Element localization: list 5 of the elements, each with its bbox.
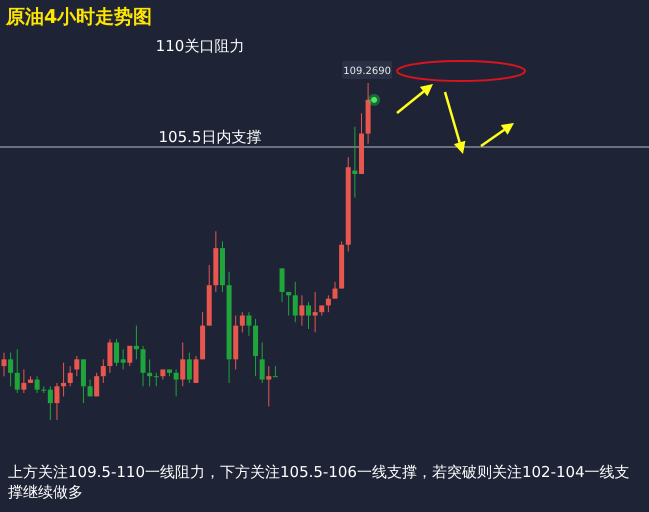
chart-title: 原油4小时走势图: [6, 5, 152, 30]
text: 110关口阻力: [156, 37, 244, 55]
price-tag: 109.2690: [342, 61, 392, 79]
ref-line-label: 105.5日内支撑: [158, 128, 262, 146]
text: 上方关注109.5-110一线阻力，下方关注105.5-106一线支撑，若突破则关注102-104一线支撑继续做多: [8, 462, 631, 502]
